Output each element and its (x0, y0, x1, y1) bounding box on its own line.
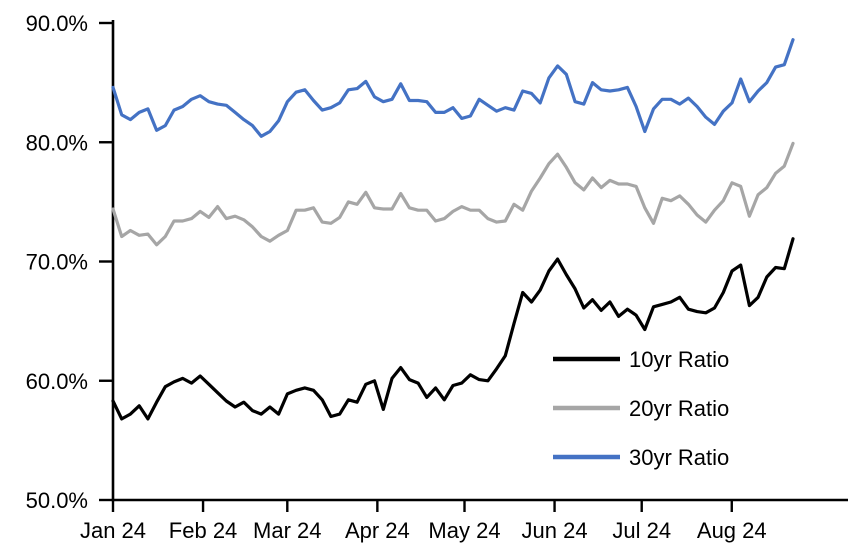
legend: 10yr Ratio 20yr Ratio 30yr Ratio (553, 347, 729, 470)
x-axis-tick-label: Apr 24 (345, 518, 410, 543)
x-axis-tick-label: Jul 24 (612, 518, 671, 543)
series-line-30yr-ratio (111, 38, 795, 138)
legend-label-10yr-ratio: 10yr Ratio (629, 347, 729, 372)
legend-label-30yr-ratio: 30yr Ratio (629, 445, 729, 470)
y-axis-labels: 90.0% 80.0% 70.0% 60.0% 50.0% (26, 11, 88, 513)
x-axis-tick-label: Jan 24 (80, 518, 146, 543)
series-line-10yr-ratio (111, 237, 795, 421)
x-axis-tick-label: Aug 24 (697, 518, 767, 543)
y-axis-tick-label: 90.0% (26, 11, 88, 36)
axes (99, 20, 848, 512)
y-axis-tick-label: 50.0% (26, 488, 88, 513)
x-axis-tick-label: Mar 24 (253, 518, 321, 543)
x-axis-tick-label: Jun 24 (522, 518, 588, 543)
series-line-20yr-ratio (111, 141, 795, 247)
y-axis-tick-label: 80.0% (26, 130, 88, 155)
series-lines (111, 38, 795, 421)
x-axis-tick-label: May 24 (428, 518, 500, 543)
x-axis-labels: Jan 24 Feb 24 Mar 24 Apr 24 May 24 Jun 24 Jul … (80, 518, 767, 543)
y-axis-tick-label: 60.0% (26, 369, 88, 394)
y-axis-tick-label: 70.0% (26, 250, 88, 275)
x-axis-tick-label: Feb 24 (169, 518, 238, 543)
legend-label-20yr-ratio: 20yr Ratio (629, 396, 729, 421)
